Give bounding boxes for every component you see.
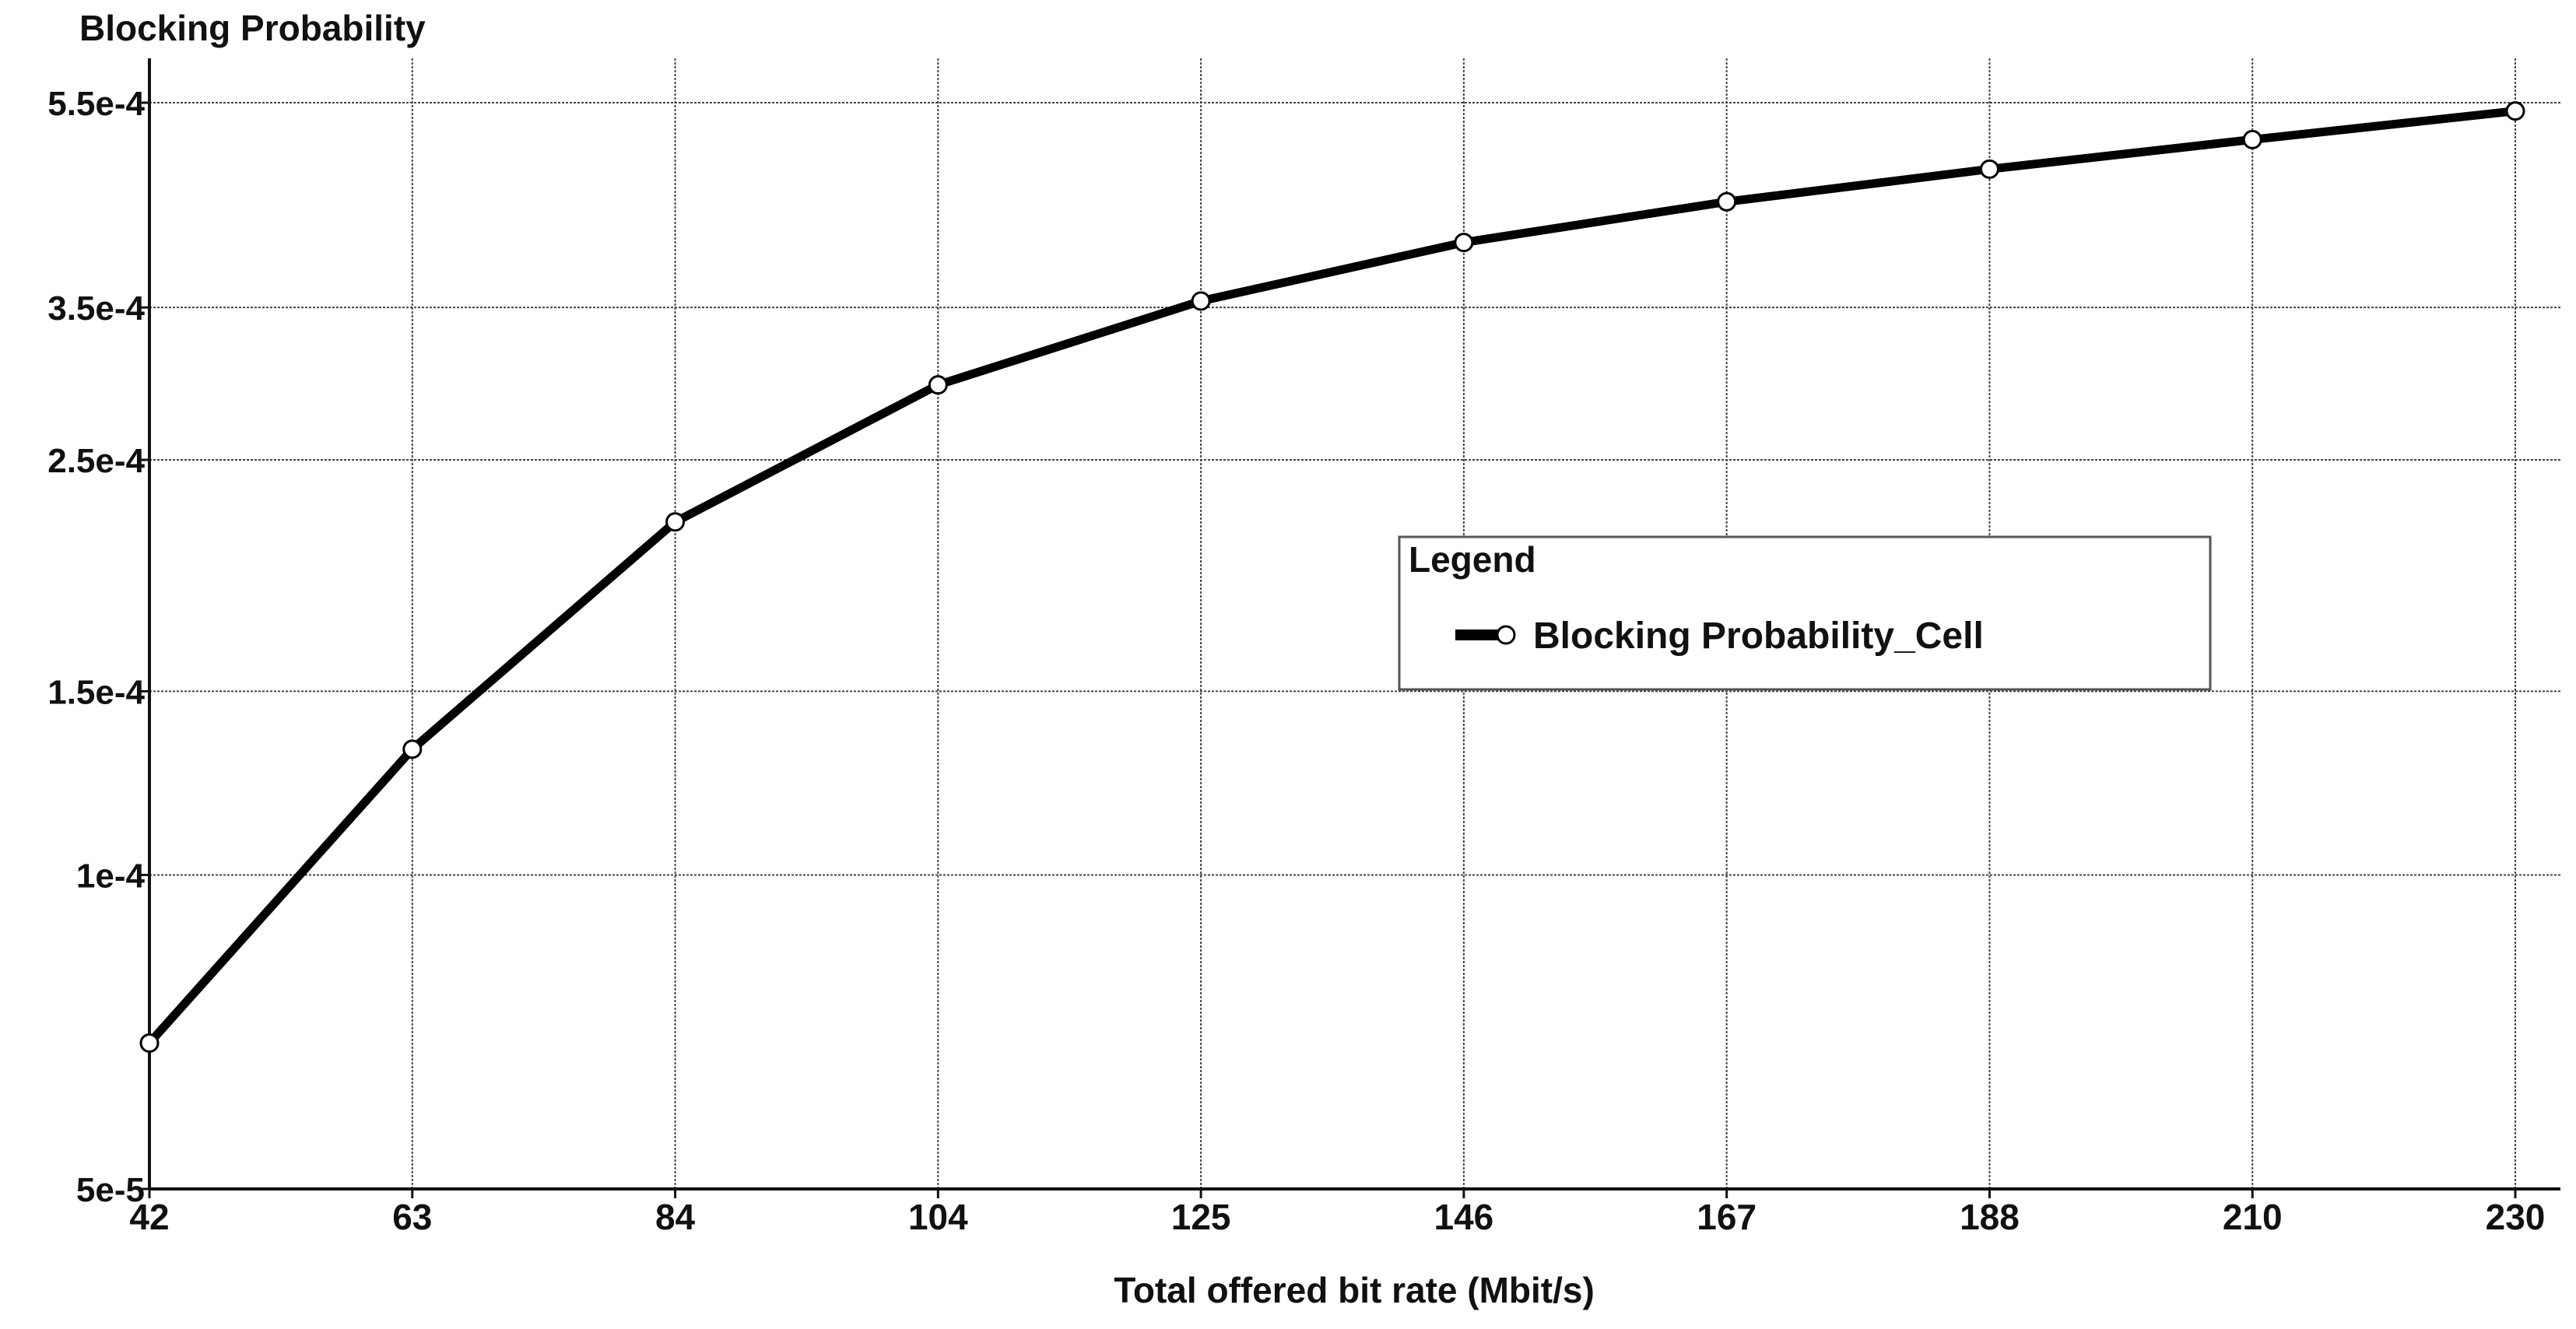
x-tick-labels: 42 63 84 104 125 146 167 188 210 230: [129, 1197, 2545, 1237]
y-tick-label: 1.5e-4: [47, 673, 145, 711]
axes: [148, 58, 2560, 1190]
legend-entry-label: Blocking Probability_Cell: [1533, 615, 1984, 657]
data-point: [402, 739, 423, 759]
data-point: [665, 512, 686, 532]
legend-box: [1398, 535, 2212, 691]
data-point: [2242, 129, 2262, 149]
legend: Legend Blocking Probability_Cell: [1398, 535, 2212, 691]
data-point: [1979, 159, 1999, 179]
data-point: [1717, 191, 1737, 212]
y-tick-labels: 5e-5 1e-4 1.5e-4 2.5e-4 3.5e-4 5.5e-4: [47, 85, 145, 1209]
data-point: [1454, 233, 1474, 253]
x-axis-title: Total offered bit rate (Mbit/s): [1114, 1270, 1595, 1310]
y-tick-label: 5.5e-4: [47, 85, 145, 123]
data-point: [2505, 101, 2525, 121]
x-tick-label: 230: [2486, 1197, 2546, 1237]
x-tick-label: 210: [2223, 1197, 2283, 1237]
x-tick-label: 167: [1697, 1197, 1757, 1237]
x-tick-label: 146: [1434, 1197, 1494, 1237]
x-tick-label: 42: [129, 1197, 169, 1237]
legend-marker-swatch: [1496, 625, 1516, 645]
data-point: [1191, 291, 1211, 311]
data-point: [928, 375, 948, 395]
x-tick-label: 104: [908, 1197, 968, 1237]
x-tick-label: 125: [1171, 1197, 1231, 1237]
y-tick-label: 2.5e-4: [47, 442, 145, 480]
y-tick-label: 1e-4: [76, 857, 146, 895]
y-axis-title: Blocking Probability: [79, 8, 426, 48]
x-tick-label: 188: [1960, 1197, 2020, 1237]
y-tick-label: 3.5e-4: [47, 289, 145, 328]
y-tick-label: 5e-5: [76, 1171, 145, 1209]
x-tick-label: 84: [655, 1197, 696, 1237]
data-point: [139, 1033, 160, 1053]
series-line: [145, 107, 2520, 1047]
x-tick-label: 63: [392, 1197, 432, 1237]
legend-title: Legend: [1409, 539, 1536, 580]
series: [139, 101, 2525, 1053]
